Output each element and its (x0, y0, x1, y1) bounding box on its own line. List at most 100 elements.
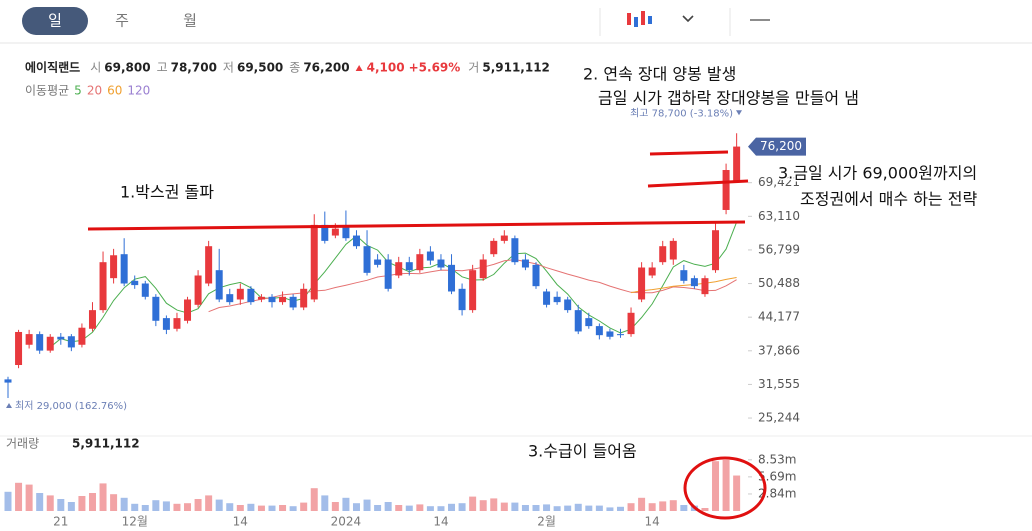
candle-body (585, 318, 593, 327)
candle-body (680, 270, 688, 281)
volume-bar (162, 501, 170, 511)
candle-body (141, 283, 149, 297)
candle-body (416, 254, 424, 271)
x-tick-label: 12월 (122, 515, 148, 529)
volume-bar (257, 505, 265, 511)
volume-bar (352, 503, 360, 511)
volume-bar (131, 503, 139, 511)
x-tick-label: 14 (233, 515, 248, 529)
candle-body (448, 264, 456, 292)
volume-bar (46, 495, 54, 511)
tab[interactable]: 주 (115, 12, 129, 30)
volume-bar (289, 506, 297, 511)
tab-selected-bg[interactable] (22, 7, 88, 35)
candle-body (289, 296, 297, 308)
volume-bar (585, 505, 593, 511)
volume-bar (574, 503, 582, 511)
y-tick-label: 25,244 (758, 411, 800, 425)
annotation: 2. 연속 장대 양봉 발생 (583, 65, 736, 84)
change-arrow (355, 65, 363, 71)
y-tick-label: 44,177 (758, 310, 800, 324)
volume-bar (279, 505, 287, 511)
candle-body (395, 262, 403, 276)
dropdown-chevron[interactable] (682, 15, 694, 23)
volume-bar (141, 505, 149, 511)
candle-body (279, 296, 287, 303)
volume-bar (437, 506, 445, 511)
info-value: 76,200 (303, 61, 349, 75)
candle-body (564, 299, 572, 311)
y-tick-label: 50,488 (758, 276, 800, 290)
volume-bar (152, 500, 160, 511)
y2-tick-label: 5.69m (758, 469, 796, 483)
y2-tick-label: 8.53m (758, 452, 796, 466)
candle-body (268, 296, 276, 303)
volume-bar (342, 497, 350, 511)
volume-bar (448, 503, 456, 511)
volume-bar (564, 505, 572, 511)
volume-bar (184, 503, 192, 511)
x-tick-label: 2024 (331, 515, 362, 529)
candle-body (67, 336, 75, 348)
candle-body (701, 278, 709, 295)
ma-period: 120 (127, 84, 150, 98)
volume-bar (627, 503, 635, 511)
volume-bar (247, 503, 255, 511)
y-tick-label: 37,866 (758, 343, 800, 357)
candle-body (173, 318, 181, 329)
candle-body (99, 262, 107, 311)
volume-value: 5,911,112 (72, 437, 140, 451)
annotation: 조정권에서 매수 하는 전략 (800, 190, 977, 209)
volume-bar (78, 496, 86, 511)
volume-bar (67, 502, 75, 511)
candle-body (226, 294, 234, 303)
moving-average (49, 222, 738, 348)
candle-body (627, 312, 635, 335)
candle-body (78, 327, 86, 345)
candle-body (120, 254, 128, 284)
candle-body (300, 288, 308, 308)
chart-type-icon[interactable] (627, 11, 652, 27)
volume-bar (426, 506, 434, 511)
volume-bar (4, 491, 12, 511)
volume-bar (680, 505, 688, 511)
candle-body (88, 310, 96, 329)
last-price-tag (748, 137, 806, 156)
volume-bar (553, 506, 561, 511)
volume-bar (194, 499, 202, 511)
volume-bar (36, 493, 44, 511)
moving-average (630, 277, 737, 294)
info-label: 고 (157, 61, 168, 75)
y-tick-label: 69,421 (758, 175, 800, 189)
candle-body (638, 267, 646, 300)
volume-bar (616, 506, 624, 511)
candle-body (342, 227, 350, 239)
volume-bar (331, 502, 339, 511)
info-value: 5,911,112 (482, 61, 550, 75)
volume-bar (712, 461, 720, 511)
candle-body (479, 259, 487, 279)
candle-body (321, 224, 329, 241)
volume-bar (659, 501, 667, 511)
volume-bar (300, 502, 308, 511)
low-marker: 최저 29,000 (162.76%) (15, 400, 127, 412)
annot-line (647, 179, 749, 188)
change-pct: +5.69% (409, 61, 461, 75)
high-marker-arrow (736, 110, 742, 116)
volume-bar (701, 508, 709, 511)
volume-bar (110, 494, 118, 511)
candle-body (236, 288, 244, 300)
tab[interactable]: 월 (183, 12, 197, 30)
volume-bar (310, 488, 318, 511)
candle-body (205, 246, 213, 284)
candle-body (722, 170, 730, 210)
candle-body (606, 331, 614, 337)
volume-bar (205, 495, 213, 511)
candle-body (152, 296, 160, 321)
high-marker: 최고 78,700 (-3.18%) (630, 107, 733, 119)
info-label: 종 (289, 61, 300, 75)
candle-body (36, 334, 44, 351)
tab[interactable]: 일 (48, 12, 62, 30)
candle-body (648, 267, 656, 276)
